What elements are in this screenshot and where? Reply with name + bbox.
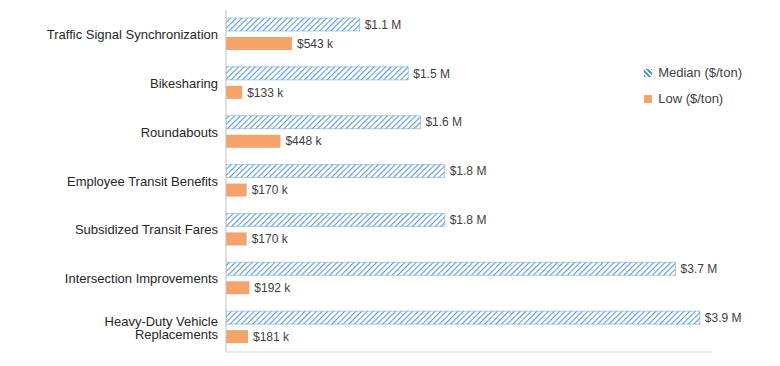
svg-text:Subsidized Transit Fares: Subsidized Transit Fares — [75, 222, 219, 237]
svg-text:$1.1 M: $1.1 M — [365, 18, 402, 32]
html-text:Median ($/ton): Median ($/ton) — [658, 65, 742, 80]
svg-text:$133 k: $133 k — [247, 86, 284, 100]
svg-text:Employee Transit Benefits: Employee Transit Benefits — [67, 174, 219, 189]
svg-text:$3.7 M: $3.7 M — [681, 262, 718, 276]
svg-text:$1.8 M: $1.8 M — [450, 164, 487, 178]
svg-text:$1.5 M: $1.5 M — [413, 67, 450, 81]
svg-text:Traffic Signal Synchronization: Traffic Signal Synchronization — [47, 27, 218, 42]
svg-text:$543 k: $543 k — [297, 37, 334, 51]
svg-text:Intersection Improvements: Intersection Improvements — [65, 271, 219, 286]
svg-text:$1.8 M: $1.8 M — [450, 213, 487, 227]
svg-text:$192 k: $192 k — [254, 281, 291, 295]
svg-text:$181 k: $181 k — [253, 330, 290, 344]
svg-text:$1.6 M: $1.6 M — [425, 115, 462, 129]
svg-text:$448 k: $448 k — [285, 134, 322, 148]
svg-text:Bikesharing: Bikesharing — [150, 76, 218, 91]
html-text:Low ($/ton): Low ($/ton) — [658, 91, 724, 106]
svg-text:Roundabouts: Roundabouts — [141, 125, 219, 140]
svg-text:$170 k: $170 k — [252, 183, 289, 197]
svg-text:$170 k: $170 k — [252, 232, 289, 246]
svg-text:$3.9 M: $3.9 M — [705, 311, 742, 325]
svg-text:Heavy-Duty VehicleReplacements: Heavy-Duty VehicleReplacements — [105, 314, 219, 342]
